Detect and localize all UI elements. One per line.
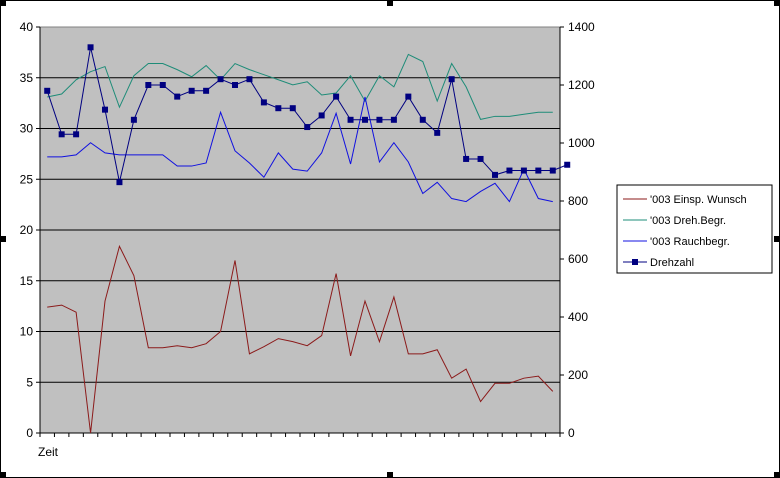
series-line [47, 96, 553, 203]
data-point-marker [492, 171, 498, 178]
legend-label: '003 Einsp. Wunsch [650, 194, 747, 206]
data-point-marker [362, 116, 368, 123]
data-point-marker [87, 44, 94, 51]
right-tick-label: 1200 [568, 78, 595, 92]
legend-marker [632, 259, 638, 265]
left-y-axis-ticks: 0 5 10 15 20 25 30 35 40 [20, 20, 40, 440]
left-tick-label: 35 [20, 71, 34, 85]
data-point-marker [217, 76, 224, 83]
data-point-marker [44, 87, 51, 94]
selection-handle-bottom-left [0, 472, 6, 478]
series-layer [44, 44, 571, 434]
left-tick-label: 0 [26, 426, 33, 440]
series-line [47, 244, 554, 434]
right-tick-label: 0 [568, 426, 575, 440]
left-tick-label: 25 [20, 172, 34, 186]
selection-handle-bottom-center [387, 472, 393, 478]
data-point-marker [520, 167, 527, 174]
data-point-marker [333, 93, 340, 100]
left-tick-label: 30 [20, 122, 34, 136]
left-tick-label: 10 [20, 325, 34, 339]
legend-label: '003 Rauchbegr. [650, 236, 730, 248]
data-point-marker [174, 93, 181, 100]
data-point-marker [188, 87, 195, 94]
data-point-marker [390, 116, 397, 123]
selection-handle-bottom-right [774, 472, 780, 478]
left-tick-label: 5 [26, 375, 33, 389]
data-point-marker [463, 155, 470, 162]
legend-label: '003 Dreh.Begr. [650, 215, 726, 227]
data-point-marker [58, 131, 65, 138]
data-point-marker [289, 105, 296, 112]
data-point-marker [405, 93, 412, 100]
data-point-marker [535, 167, 542, 174]
legend-label: Drehzahl [650, 257, 694, 269]
right-tick-label: 1000 [568, 136, 595, 150]
data-point-marker [145, 82, 152, 88]
selection-handle-top-center [387, 0, 393, 6]
gridlines [40, 77, 560, 383]
data-point-marker [260, 99, 267, 106]
data-point-marker [102, 106, 108, 113]
series-2 [47, 96, 553, 203]
series-0 [47, 244, 554, 434]
right-tick-label: 800 [568, 194, 588, 208]
left-tick-label: 40 [20, 20, 34, 34]
data-point-marker [419, 116, 426, 123]
data-point-marker [549, 167, 556, 174]
data-point-marker [275, 105, 282, 112]
right-y-axis-ticks: 0 200 400 600 800 1000 1200 1400 [560, 20, 595, 440]
series-line [47, 53, 553, 120]
right-tick-label: 600 [568, 252, 588, 266]
data-point-marker [434, 129, 441, 136]
selection-handle-middle-left [0, 236, 6, 242]
data-point-marker [159, 82, 166, 88]
data-point-marker [203, 87, 210, 94]
data-point-marker [246, 76, 253, 83]
data-point-marker [73, 131, 80, 138]
right-tick-label: 1400 [568, 20, 595, 34]
data-point-marker [347, 116, 354, 123]
data-point-marker [130, 116, 137, 123]
right-tick-label: 200 [568, 368, 588, 382]
selection-handle-middle-right [774, 236, 780, 242]
series-3 [44, 44, 571, 186]
left-tick-label: 20 [20, 223, 34, 237]
data-point-marker [304, 124, 311, 131]
data-point-marker [318, 112, 325, 119]
data-point-marker [506, 167, 513, 174]
legend-box [616, 184, 773, 274]
selection-handle-top-left [0, 0, 6, 6]
data-point-marker [376, 116, 383, 123]
right-tick-label: 400 [568, 310, 588, 324]
legend: '003 Einsp. Wunsch '003 Dreh.Begr. '003 Ra… [616, 184, 773, 274]
x-axis-ticks [39, 433, 561, 437]
x-axis-label: Zeit [38, 445, 59, 459]
data-point-marker [232, 82, 238, 88]
data-point-marker [477, 155, 484, 162]
series-1 [47, 53, 553, 120]
data-point-marker [564, 161, 571, 168]
selection-handle-top-right [774, 0, 780, 6]
data-point-marker [116, 179, 123, 186]
data-point-marker [448, 76, 455, 83]
left-tick-label: 15 [20, 274, 34, 288]
